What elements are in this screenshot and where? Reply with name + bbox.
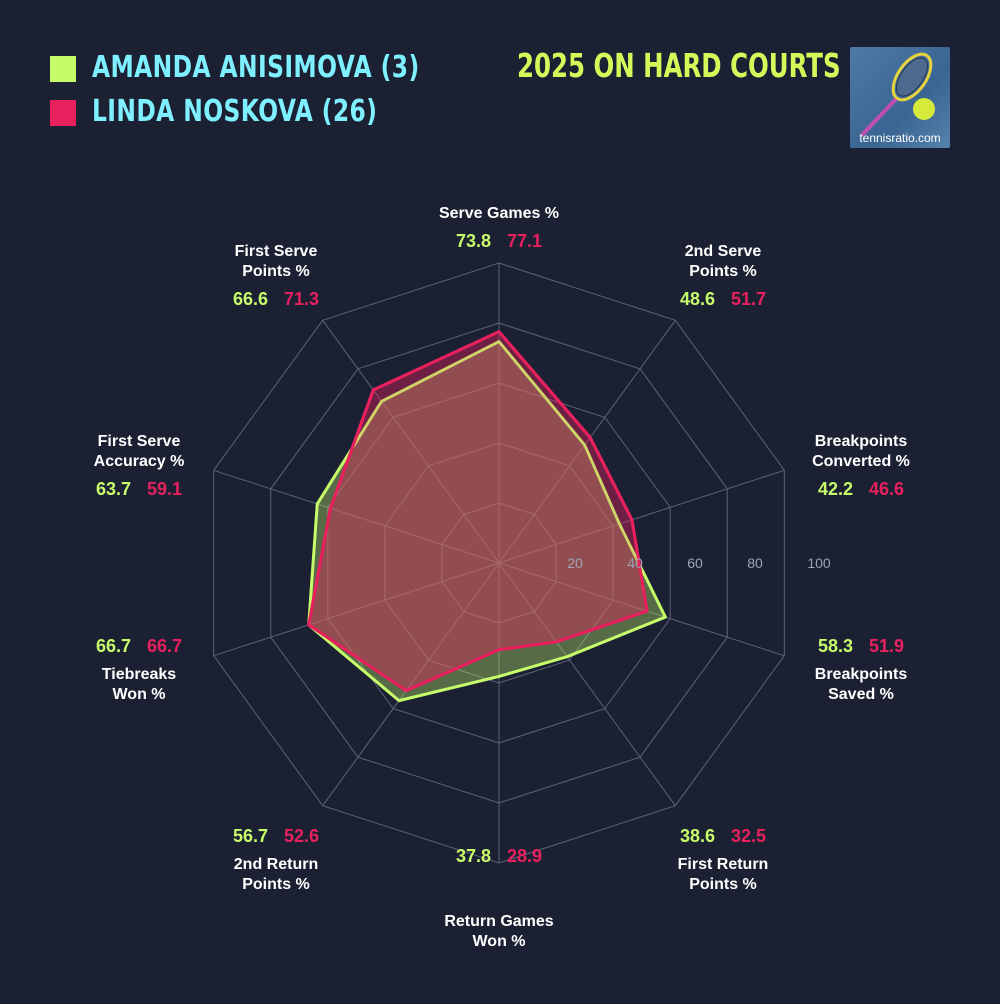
legend-swatch-anisimova	[50, 56, 76, 82]
axis-label-line1: First Return	[677, 856, 769, 873]
value-label-anisimova: 58.3	[817, 636, 853, 656]
axis-values: 38.6 32.5	[623, 826, 823, 847]
axis-label-line1: Breakpoints	[814, 666, 908, 683]
r-tick-label: 20	[567, 555, 583, 571]
logo-text: tennisratio.com	[859, 131, 941, 145]
axis-values: 56.7 52.6	[176, 826, 376, 847]
r-tick-label: 100	[807, 555, 831, 571]
value-label-anisimova: 73.8	[455, 231, 491, 251]
axis-label-line2: Won %	[112, 686, 166, 703]
axis-values: 48.6 51.7	[623, 289, 823, 310]
value-label-noskova: 66.7	[147, 636, 183, 656]
axis-label-line1: Tiebreaks	[101, 666, 177, 683]
axis-values: 73.8 77.1	[399, 231, 599, 252]
axis-label-line2: Points %	[242, 876, 310, 893]
value-label-anisimova: 56.7	[232, 826, 268, 846]
value-label-noskova: 46.6	[869, 479, 905, 499]
value-label-noskova: 52.6	[284, 826, 320, 846]
axis-label-line2: Points %	[242, 263, 310, 280]
axis-values: 37.8 28.9	[399, 846, 599, 867]
value-label-anisimova: 38.6	[679, 826, 715, 846]
axis-label-line2: Converted %	[812, 453, 910, 470]
legend-label-anisimova: AMANDA ANISIMOVA (3)	[92, 50, 420, 85]
value-label-anisimova: 66.6	[232, 289, 268, 309]
axis-label-line1: First Serve	[97, 433, 181, 450]
grid-spoke	[322, 320, 500, 564]
axis-values: 42.2 46.6	[761, 479, 961, 500]
value-label-noskova: 32.5	[731, 826, 767, 846]
chart-title: 2025 ON HARD COURTS	[517, 46, 841, 85]
legend-swatch-noskova	[50, 100, 76, 126]
r-tick-label: 60	[687, 555, 703, 571]
value-label-noskova: 51.7	[731, 289, 767, 309]
value-label-anisimova: 42.2	[817, 479, 853, 499]
grid-spoke	[498, 320, 676, 564]
axis-label-line2: Accuracy %	[93, 453, 185, 470]
value-label-noskova: 51.9	[869, 636, 905, 656]
legend-label-noskova: LINDA NOSKOVA (26)	[92, 94, 378, 129]
axis-values: 66.7 66.7	[39, 636, 239, 657]
axis-label: Return Games Won %	[399, 912, 599, 952]
r-tick-label: 80	[747, 555, 763, 571]
grid-spoke	[498, 469, 785, 564]
grid-spoke	[213, 562, 500, 657]
axis-label: 2nd Return Points %	[176, 855, 376, 895]
axis-label-line1: Return Games	[444, 913, 554, 930]
grid-spoke	[322, 562, 500, 806]
value-label-noskova: 77.1	[507, 231, 543, 251]
axis-label: First Serve Points %	[176, 242, 376, 282]
value-label-anisimova: 66.7	[95, 636, 131, 656]
racket-ball-icon	[860, 52, 935, 137]
axis-label-line2: Points %	[689, 263, 757, 280]
axis-label-line2: Won %	[472, 933, 526, 950]
axis-label-line1: 2nd Return	[233, 856, 319, 873]
series-line-1	[307, 329, 649, 693]
r-tick-label: 40	[627, 555, 643, 571]
series-line-0	[307, 340, 668, 702]
grid-spoke	[498, 562, 785, 657]
value-label-noskova: 59.1	[147, 479, 183, 499]
value-label-anisimova: 48.6	[679, 289, 715, 309]
value-label-noskova: 71.3	[284, 289, 320, 309]
axis-values: 58.3 51.9	[761, 636, 961, 657]
value-label-anisimova: 63.7	[95, 479, 131, 499]
axis-label: Serve Games %	[399, 204, 599, 224]
axis-label: Breakpoints Converted %	[761, 432, 961, 472]
grid-spoke	[213, 469, 500, 564]
axis-label-line1: First Serve	[234, 243, 318, 260]
axis-label: 2nd Serve Points %	[623, 242, 823, 282]
tennisratio-logo[interactable]: tennisratio.com	[850, 47, 950, 148]
axis-label: First Return Points %	[623, 855, 823, 895]
value-label-anisimova: 37.8	[455, 846, 491, 866]
axis-values: 63.7 59.1	[39, 479, 239, 500]
axis-label-line1: Breakpoints	[814, 433, 908, 450]
axis-label-line1: 2nd Serve	[684, 243, 762, 260]
axis-label-line2: Points %	[689, 876, 757, 893]
value-label-noskova: 28.9	[507, 846, 543, 866]
axis-label: Tiebreaks Won %	[39, 665, 239, 705]
axis-values: 66.6 71.3	[176, 289, 376, 310]
axis-label: First Serve Accuracy %	[39, 432, 239, 472]
axis-label-line2: Saved %	[828, 686, 894, 703]
grid-spoke	[498, 562, 676, 806]
axis-label-line1: Serve Games %	[438, 205, 560, 222]
axis-label: Breakpoints Saved %	[761, 665, 961, 705]
